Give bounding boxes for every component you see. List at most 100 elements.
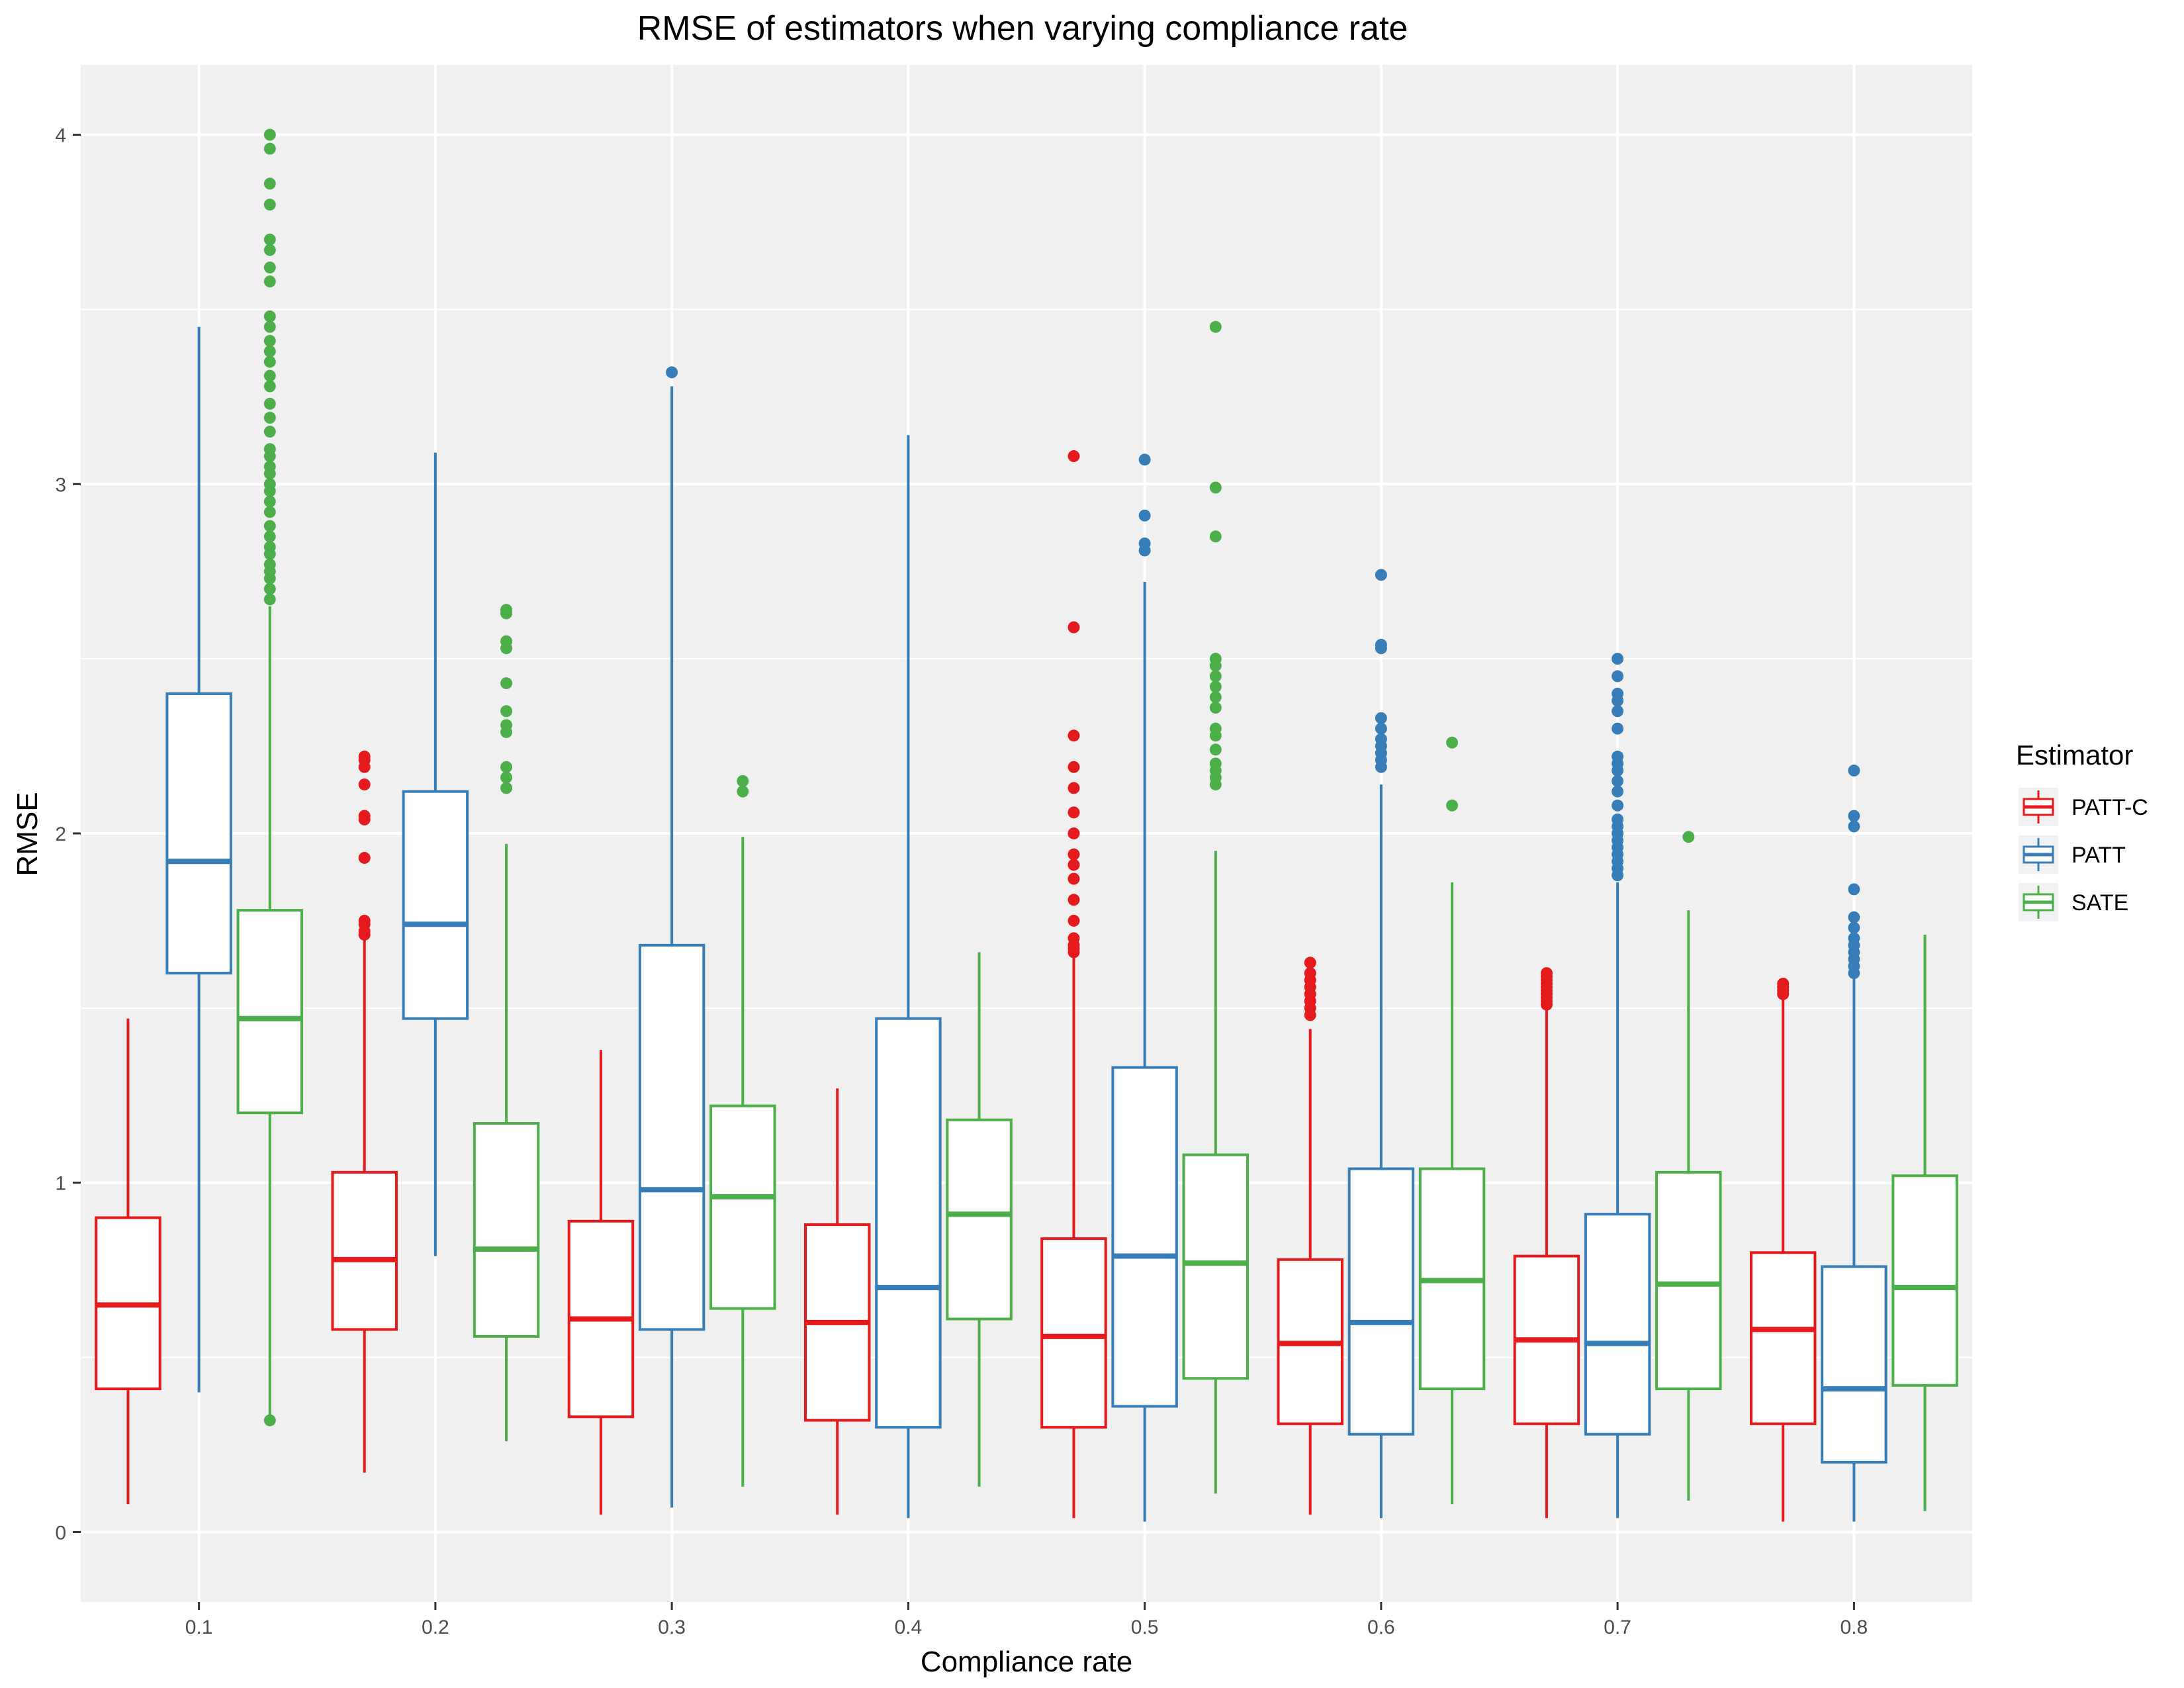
outlier-point — [263, 412, 276, 424]
box — [236, 909, 304, 1115]
y-tick-label: 0 — [55, 1522, 66, 1544]
outlier-point — [1446, 736, 1459, 749]
outlier-point — [1068, 894, 1080, 906]
x-tick-label: 0.8 — [1841, 1617, 1868, 1638]
outlier-point — [1068, 621, 1080, 633]
outlier-point — [358, 778, 371, 791]
outlier-point — [263, 520, 276, 532]
outlier-point — [1612, 799, 1624, 812]
outlier-point — [263, 275, 276, 288]
y-tick-label: 4 — [55, 125, 66, 147]
box-group — [709, 774, 776, 1487]
box — [473, 1122, 540, 1338]
x-tick-label: 0.6 — [1367, 1617, 1395, 1638]
outlier-point — [737, 774, 749, 787]
outlier-point — [1068, 932, 1080, 945]
box-group — [1891, 935, 1958, 1511]
outlier-point — [1848, 911, 1860, 923]
x-tick-label: 0.1 — [185, 1617, 213, 1638]
outlier-point — [500, 719, 513, 731]
box — [1821, 1265, 1888, 1464]
outlier-point — [1209, 481, 1222, 494]
outlier-point — [1209, 743, 1222, 756]
legend-label: PATT-C — [2071, 795, 2148, 820]
outlier-point — [1612, 785, 1624, 798]
outlier-point — [1068, 729, 1080, 742]
outlier-point — [1209, 702, 1222, 714]
x-axis-title: Compliance rate — [921, 1646, 1132, 1678]
outlier-point — [1068, 848, 1080, 861]
box-group — [236, 128, 304, 1427]
outlier-point — [1138, 453, 1151, 466]
outlier-point — [1304, 957, 1316, 969]
outlier-point — [263, 426, 276, 438]
y-axis: 0 1 2 3 4 — [55, 125, 81, 1544]
box-group — [1040, 450, 1107, 1519]
y-tick-label: 3 — [55, 474, 66, 496]
outlier-point — [1848, 932, 1860, 945]
outlier-point — [1209, 670, 1222, 682]
box-group — [95, 1018, 161, 1505]
outlier-point — [263, 397, 276, 410]
box — [402, 790, 469, 1020]
outlier-point — [666, 366, 678, 379]
outlier-point — [737, 785, 749, 798]
box-group — [1513, 967, 1580, 1519]
box-group — [402, 452, 469, 1256]
outlier-point — [1375, 722, 1387, 735]
outlier-point — [1209, 320, 1222, 333]
outlier-point — [1375, 733, 1387, 745]
outlier-point — [1612, 653, 1624, 665]
outlier-point — [500, 782, 513, 794]
outlier-point — [1304, 967, 1316, 980]
outlier-point — [263, 310, 276, 322]
box — [165, 692, 232, 975]
series-patt-c — [95, 450, 1817, 1522]
legend: Estimator PATT-C PATT SATE — [2016, 739, 2148, 921]
legend-label: PATT — [2071, 843, 2126, 868]
outlier-point — [1848, 820, 1860, 833]
outlier-point — [1375, 712, 1387, 724]
outlier-point — [1375, 569, 1387, 581]
box — [638, 943, 705, 1331]
legend-label: SATE — [2071, 890, 2128, 915]
outlier-point — [500, 771, 513, 784]
x-tick-label: 0.3 — [658, 1617, 686, 1638]
box — [946, 1118, 1013, 1321]
box — [1655, 1170, 1722, 1391]
outlier-point — [1612, 687, 1624, 700]
outlier-point — [1068, 859, 1080, 871]
outlier-point — [263, 128, 276, 141]
outlier-point — [263, 478, 276, 491]
box-group — [1821, 765, 1888, 1522]
legend-item: PATT-C — [2019, 788, 2148, 826]
legend-item: PATT — [2019, 835, 2126, 874]
outlier-point — [1612, 705, 1624, 718]
box-group — [1347, 569, 1415, 1519]
outlier-point — [263, 199, 276, 211]
outlier-point — [263, 355, 276, 368]
outlier-point — [263, 583, 276, 595]
outlier-point — [263, 380, 276, 393]
outlier-point — [1209, 757, 1222, 770]
outlier-point — [1848, 883, 1860, 896]
outlier-point — [263, 369, 276, 382]
outlier-point — [263, 345, 276, 357]
outlier-point — [500, 604, 513, 616]
outlier-point — [263, 177, 276, 190]
box-group — [803, 1088, 871, 1515]
box — [331, 1170, 398, 1331]
boxplot-series — [95, 128, 1958, 1522]
box — [1040, 1237, 1107, 1429]
y-axis-title: RMSE — [11, 792, 44, 876]
outlier-point — [263, 530, 276, 543]
box — [709, 1104, 776, 1310]
box-group — [1655, 831, 1722, 1501]
outlier-point — [500, 635, 513, 647]
box-group — [567, 1050, 635, 1515]
outlier-point — [263, 1414, 276, 1427]
outlier-point — [263, 593, 276, 606]
box — [1749, 1251, 1817, 1425]
legend-item: SATE — [2019, 883, 2128, 921]
box-group — [638, 366, 705, 1508]
